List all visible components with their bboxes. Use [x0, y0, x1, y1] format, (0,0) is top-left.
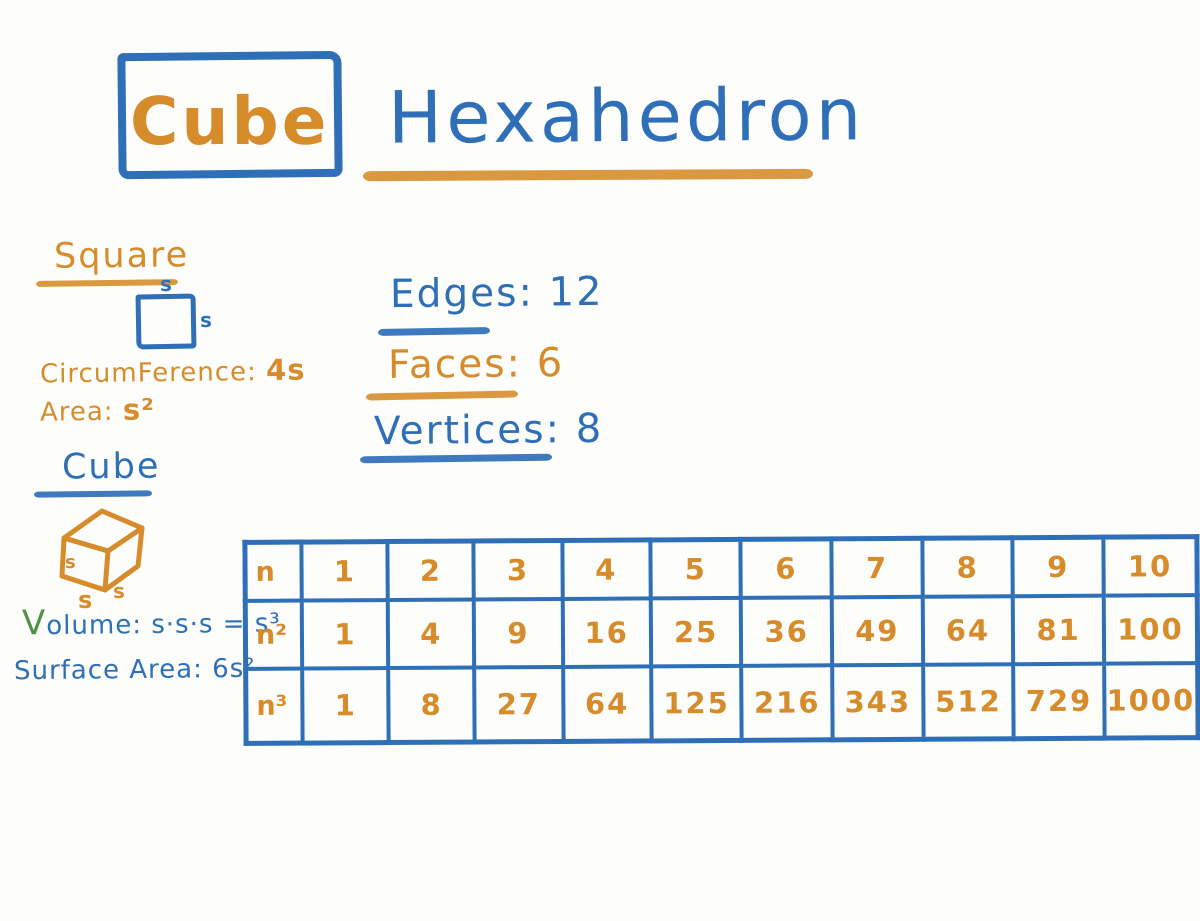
title-underline: [362, 168, 814, 182]
circumference-fact: CircumFerence: 4s: [40, 353, 306, 390]
faces-label: Faces: [387, 341, 507, 388]
vertices-property: Vertices: 8: [374, 406, 604, 454]
square-side-label-top: s: [160, 272, 172, 296]
faces-underline: [365, 390, 519, 401]
table-cell: 1: [301, 541, 389, 601]
cube-edge-label-bottom: s: [78, 586, 92, 610]
table-row-header: n³: [245, 668, 304, 744]
table-cell: 64: [562, 666, 652, 742]
square-shape: [135, 293, 197, 350]
square-side-label-right: s: [200, 308, 212, 332]
faces-property: Faces: 6: [388, 340, 565, 388]
edges-value: : 12: [518, 268, 604, 316]
faces-value: : 6: [506, 340, 565, 387]
table-cell: 5: [650, 539, 742, 599]
table-cell: 6: [740, 538, 832, 598]
circumference-value: 4s: [265, 352, 306, 388]
table-cell: 49: [831, 596, 923, 666]
table-cell: 343: [832, 664, 924, 740]
table-cell: 9: [474, 598, 563, 668]
table-cell: 4: [561, 539, 651, 599]
volume-initial: V: [21, 603, 47, 644]
table-cell: 216: [741, 665, 833, 741]
cube-edge-label-left: s: [65, 552, 76, 573]
table-row-n-cubed: n³ 1 8 27 64 125 216 343 512 729 1000: [245, 663, 1199, 744]
edges-underline: [377, 327, 491, 336]
table-cell: 729: [1013, 663, 1105, 739]
table-cell: 9: [1012, 537, 1104, 597]
table-cell: 1: [302, 668, 389, 744]
cube-edge-label-right: s: [113, 579, 125, 603]
edges-property: Edges: 12: [390, 269, 604, 317]
table-row-header: n: [244, 542, 303, 601]
boxed-title-text: Cube: [130, 82, 330, 160]
table-cell: 64: [922, 596, 1014, 665]
boxed-title-frame: Cube: [117, 50, 343, 180]
table-cell: 512: [922, 664, 1014, 740]
table-cell: 2: [387, 541, 475, 601]
vertices-label: Vertices: [373, 407, 546, 455]
cube-heading-underline: [33, 490, 153, 498]
table-row-n-squared: n² 1 4 9 16 25 36 49 64 81 100: [245, 595, 1198, 669]
table-row-n: n 1 2 3 4 5 6 7 8 9 10: [244, 536, 1198, 601]
vertices-underline: [359, 453, 553, 464]
area-label: Area:: [39, 396, 114, 428]
table-cell: 1: [302, 600, 389, 669]
table-row-header: n²: [245, 600, 303, 669]
table-cell: 16: [562, 598, 652, 667]
area-value: s²: [122, 392, 156, 427]
surface-area-formula: Surface Area: 6s²: [13, 653, 256, 687]
vertices-value: : 8: [545, 405, 604, 453]
table-cell: 100: [1103, 595, 1198, 664]
table-cell: 4: [388, 599, 475, 669]
square-heading: Square: [53, 235, 190, 277]
cube-heading: Cube: [61, 446, 161, 488]
powers-table: n 1 2 3 4 5 6 7 8 9 10 n² 1 4 9 16 25 36…: [242, 534, 1200, 746]
square-heading-underline: [35, 279, 179, 287]
page-title: Hexahedron: [387, 72, 866, 160]
table-cell: 25: [650, 597, 742, 667]
table-cell: 125: [651, 665, 743, 741]
cube-drawing: s s s: [59, 508, 145, 610]
table-cell: 3: [473, 540, 563, 600]
table-cell: 27: [474, 666, 564, 743]
table-cell: 10: [1103, 536, 1198, 596]
area-fact: Area: s²: [40, 392, 155, 427]
circumference-label: CircumFerence:: [39, 357, 257, 390]
table-cell: 36: [741, 597, 833, 666]
edges-label: Edges: [389, 270, 519, 318]
table-cell: 81: [1013, 595, 1105, 665]
table-cell: 8: [922, 537, 1014, 597]
table-cell: 7: [831, 538, 923, 598]
table-cell: 8: [388, 667, 475, 743]
table-cell: 1000: [1104, 663, 1199, 739]
